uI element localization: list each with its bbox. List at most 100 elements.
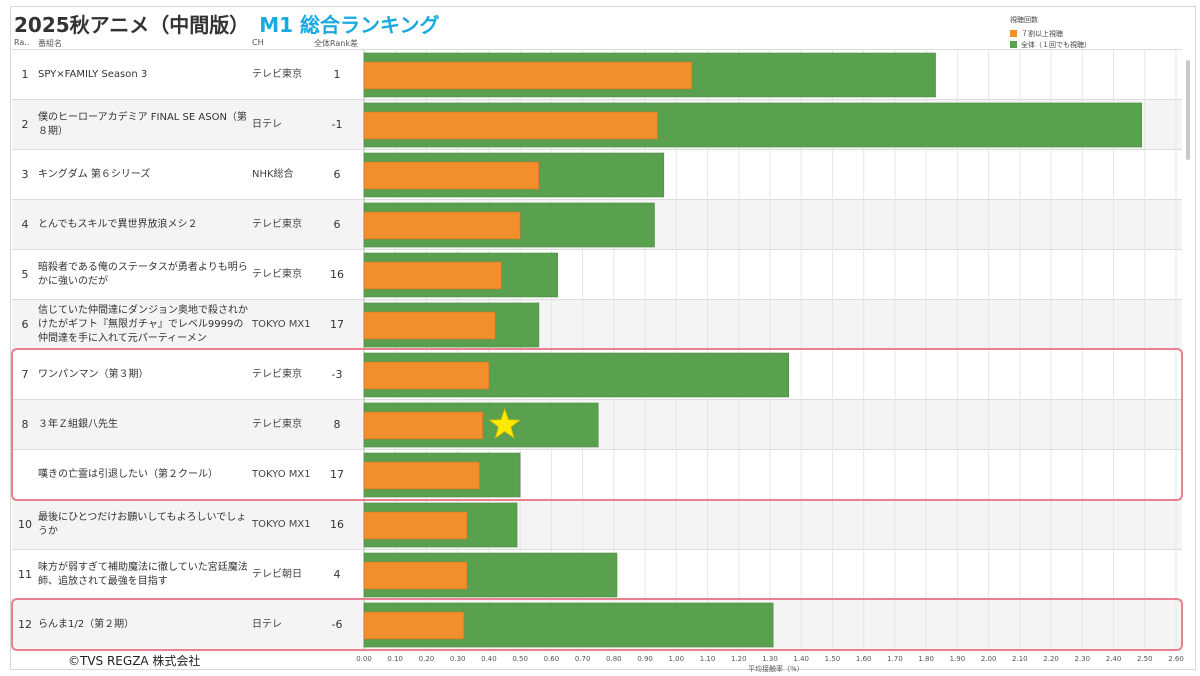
x-tick-label: 1.40 [793, 655, 809, 663]
program-name: 暗殺者である俺のステータスが勇者よりも明らかに強いのだが [38, 261, 248, 287]
legend-title: 視聴回数 [1010, 16, 1038, 24]
legend-label-all: 全体（１回でも視聴） [1021, 40, 1091, 49]
row-rank: 11 [18, 568, 32, 581]
bar-70pct-3 [363, 161, 540, 190]
header-rank[interactable]: Ra.. [14, 38, 30, 47]
channel: テレビ朝日 [252, 568, 302, 580]
channel: テレビ東京 [252, 368, 302, 380]
row-rank: 7 [21, 368, 29, 381]
x-tick-label: 1.70 [887, 655, 903, 663]
x-tick-label: 2.00 [981, 655, 997, 663]
legend-item-all: 全体（１回でも視聴） [1010, 39, 1091, 50]
x-tick-label: 0.90 [637, 655, 653, 663]
x-tick-label: 1.60 [856, 655, 872, 663]
row-rank: 10 [18, 518, 32, 531]
rank-diff: -3 [331, 368, 343, 381]
row-rank: 8 [21, 418, 29, 431]
x-tick-label: 2.40 [1106, 655, 1122, 663]
program-name: とんでもスキルで異世界放浪メシ２ [38, 218, 198, 230]
header-diff[interactable]: 全体Rank差 [314, 39, 358, 48]
x-tick-label: 0.60 [544, 655, 560, 663]
bar-70pct-6 [363, 311, 496, 340]
rank-diff: 17 [330, 318, 344, 331]
channel: テレビ東京 [252, 218, 302, 230]
channel: TOKYO MX1 [252, 468, 311, 480]
scrollbar[interactable] [1186, 60, 1190, 160]
highlight-box [11, 598, 1183, 651]
x-tick-label: 0.20 [419, 655, 435, 663]
channel: 日テレ [252, 618, 282, 630]
bar-70pct-11 [363, 561, 468, 590]
legend: 視聴回数 ７割以上視聴 全体（１回でも視聴） [1010, 15, 1091, 50]
table-row[interactable]: 1 SPY×FAMILY Season 3 テレビ東京 1 [12, 50, 1182, 100]
header-ch[interactable]: CH [252, 38, 264, 47]
row-rank: 5 [21, 268, 29, 281]
rank-diff: 16 [330, 268, 344, 281]
bar-70pct-2 [363, 111, 658, 140]
rank-diff: 1 [333, 68, 341, 81]
rank-diff: 6 [333, 168, 341, 181]
row-rank: 1 [21, 68, 29, 81]
channel: テレビ東京 [252, 418, 302, 430]
legend-swatch-orange [1010, 30, 1017, 37]
legend-swatch-green [1010, 41, 1017, 48]
bar-70pct-7 [363, 361, 490, 390]
table-row[interactable]: 3 キングダム 第６シリーズ NHK総合 6 [12, 150, 1182, 200]
x-tick-label: 1.90 [950, 655, 966, 663]
row-rank: 12 [18, 618, 32, 631]
channel: テレビ東京 [252, 268, 302, 280]
table-row[interactable]: 7 ワンパンマン（第３期） テレビ東京 -3 [12, 350, 1182, 400]
legend-item-70pct: ７割以上視聴 [1010, 28, 1091, 39]
x-tick-label: 2.10 [1012, 655, 1028, 663]
program-name: 嘆きの亡霊は引退したい（第２クール） [38, 468, 218, 480]
program-name: SPY×FAMILY Season 3 [38, 68, 148, 80]
channel: TOKYO MX1 [252, 518, 311, 530]
chart-frame [10, 6, 1196, 670]
rank-diff: 16 [330, 518, 344, 531]
bar-70pct-12 [363, 611, 465, 640]
bar-70pct-8 [363, 411, 483, 440]
x-tick-label: 0.00 [356, 655, 372, 663]
rank-diff: 6 [333, 218, 341, 231]
x-tick-label: 0.30 [450, 655, 466, 663]
bar-70pct-5 [363, 261, 502, 290]
channel: TOKYO MX1 [252, 318, 311, 330]
x-tick-label: 0.70 [575, 655, 591, 663]
program-name: 信じていた仲間達にダンジョン奥地で殺されかけたがギフト『無限ガチャ』でレベル99… [38, 304, 248, 344]
x-tick-label: 2.50 [1137, 655, 1153, 663]
x-tick-label: 1.80 [918, 655, 934, 663]
x-tick-label: 0.80 [606, 655, 622, 663]
program-name: 最後にひとつだけお願いしてもよろしいでしょうか [38, 511, 247, 537]
channel: テレビ東京 [252, 68, 302, 80]
x-tick-label: 0.50 [512, 655, 528, 663]
page-title: 2025秋アニメ（中間版） M1 総合ランキング [14, 9, 439, 38]
bar-70pct-10 [363, 511, 468, 540]
header-divider [12, 49, 1182, 50]
table-row[interactable]: 5 暗殺者である俺のステータスが勇者よりも明らかに強いのだが テレビ東京 16 [12, 250, 1182, 300]
x-tick-label: 2.30 [1075, 655, 1091, 663]
title-main: 2025秋アニメ（中間版） [14, 13, 250, 37]
channel: NHK総合 [252, 168, 294, 180]
star-icon [488, 407, 522, 439]
rank-diff: 4 [333, 568, 341, 581]
program-name: キングダム 第６シリーズ [38, 168, 151, 180]
program-name: らんま1/2（第２期） [38, 618, 135, 630]
x-tick-label: 2.20 [1043, 655, 1059, 663]
program-name: 味方が弱すぎて補助魔法に徹していた宮廷魔法師、追放されて最強を目指す [38, 561, 248, 587]
highlight-box [11, 348, 1183, 501]
copyright: ©TVS REGZA 株式会社 [68, 654, 201, 668]
x-tick-label: 1.30 [762, 655, 778, 663]
program-name: ３年Ｚ組銀八先生 [38, 418, 118, 430]
x-tick-label: 1.10 [700, 655, 716, 663]
x-tick-label: 1.20 [731, 655, 747, 663]
bar-70pct-1 [363, 61, 693, 90]
x-axis-title: 平均接触率（%） [748, 665, 804, 673]
rank-diff: -1 [331, 118, 343, 131]
bar-70pct-4 [363, 211, 521, 240]
table-row[interactable]: 10 最後にひとつだけお願いしてもよろしいでしょうか TOKYO MX1 16 [12, 500, 1182, 550]
header-name[interactable]: 番組名 [38, 39, 62, 48]
row-rank: 6 [21, 318, 29, 331]
x-tick-label: 0.10 [387, 655, 403, 663]
rank-diff: 17 [330, 468, 344, 481]
